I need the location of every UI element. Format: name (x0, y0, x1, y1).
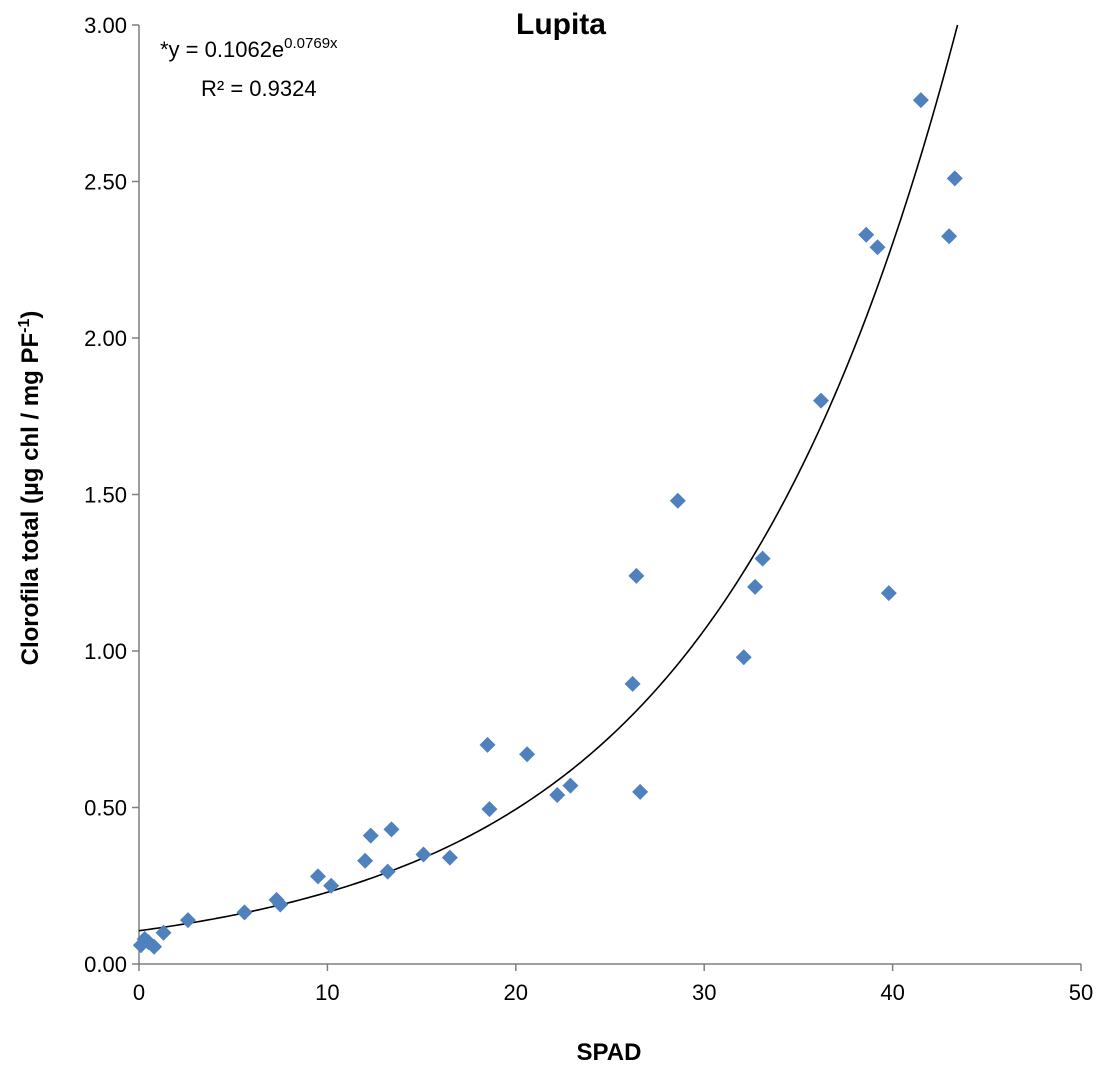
data-point (735, 649, 752, 666)
axes (132, 24, 1082, 971)
y-axis-title-close: ) (17, 311, 44, 319)
data-point (481, 801, 498, 818)
tick-labels: 0.00 0.50 1.00 1.50 2.00 2.50 3.00 0 10 20 30 40 50 (84, 13, 1093, 1005)
trendline-equation: *y = 0.1062e0.0769x (160, 35, 338, 62)
data-point (383, 821, 400, 838)
trendline-equation-base: *y = 0.1062e (160, 37, 284, 62)
data-point (379, 863, 396, 880)
y-axis-title-main: Clorofila total (µg chl / mg PF (17, 333, 44, 666)
x-tick-label: 20 (504, 980, 528, 1005)
data-point (362, 827, 379, 844)
data-point (912, 92, 929, 109)
y-tick-label: 3.00 (84, 13, 127, 38)
data-point (179, 912, 196, 929)
chart-title: Lupita (516, 8, 606, 41)
data-point (146, 938, 163, 955)
data-point (632, 783, 649, 800)
data-point (441, 849, 458, 866)
data-point (357, 852, 374, 869)
data-point (415, 846, 432, 863)
data-point (236, 904, 253, 921)
x-tick-label: 50 (1069, 980, 1093, 1005)
data-point (519, 746, 536, 763)
data-point (869, 239, 886, 256)
x-tick-label: 40 (880, 980, 904, 1005)
y-tick-label: 0.00 (84, 952, 127, 977)
y-tick-label: 0.50 (84, 796, 127, 821)
x-axis-title: SPAD (577, 1039, 642, 1066)
data-point (309, 868, 326, 885)
data-point (323, 877, 340, 894)
y-axis-title-sup: -1 (16, 319, 33, 333)
trendline-group (138, 24, 959, 932)
x-tick-label: 10 (315, 980, 339, 1005)
data-point (754, 550, 771, 567)
data-point (628, 567, 645, 584)
trendline-r2: R² = 0.9324 (201, 76, 317, 101)
data-point (946, 170, 963, 187)
data-point (272, 896, 289, 913)
data-point (669, 492, 686, 509)
x-tick-label: 30 (692, 980, 716, 1005)
y-axis-title: Clorofila total (µg chl / mg PF-1) (16, 311, 44, 666)
y-tick-label: 2.50 (84, 170, 127, 195)
x-tick-label: 0 (133, 980, 145, 1005)
data-point (880, 585, 897, 602)
data-point (858, 226, 875, 243)
data-point (562, 777, 579, 794)
data-point (624, 675, 641, 692)
data-point (747, 578, 764, 595)
trendline (138, 24, 959, 932)
trendline-equation-exponent: 0.0769x (284, 35, 338, 52)
data-point (813, 392, 830, 409)
y-tick-label: 2.00 (84, 326, 127, 351)
data-point (155, 924, 172, 941)
data-point (479, 736, 496, 753)
data-point (941, 228, 958, 245)
y-tick-label: 1.50 (84, 483, 127, 508)
data-points (132, 92, 963, 955)
data-point (549, 786, 566, 803)
y-tick-label: 1.00 (84, 639, 127, 664)
